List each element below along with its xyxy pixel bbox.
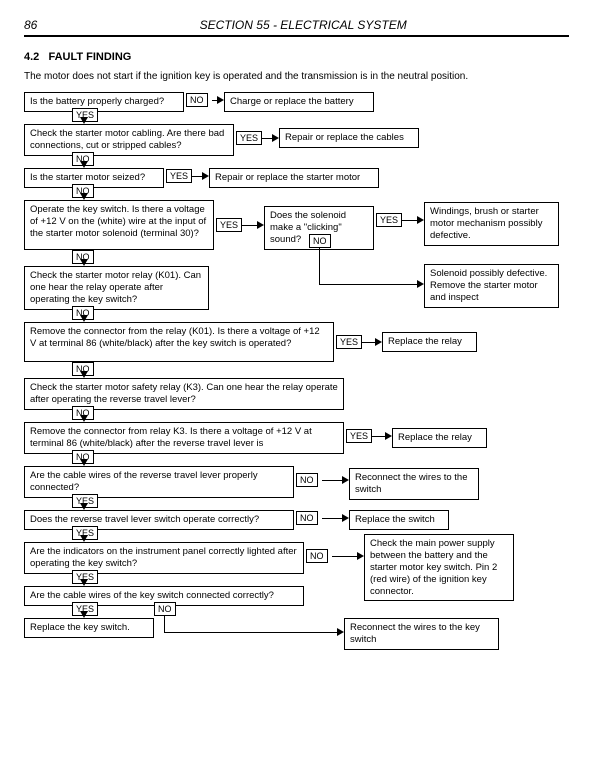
flow-label: YES	[236, 131, 262, 145]
flow-node-a1: Charge or replace the battery	[224, 92, 374, 112]
flow-label: YES	[166, 169, 192, 183]
flow-node-a3: Repair or replace the starter motor	[209, 168, 379, 188]
flow-node-n8: Remove the connector from relay K3. Is t…	[24, 422, 344, 454]
section-title: FAULT FINDING	[48, 51, 131, 63]
section-number: 4.2	[24, 51, 39, 63]
flow-label: YES	[346, 429, 372, 443]
flow-node-a8: Replace the relay	[392, 428, 487, 448]
flow-node-n2: Check the starter motor cabling. Are the…	[24, 124, 234, 156]
flowchart: Is the battery properly charged? Charge o…	[24, 92, 569, 752]
intro-text: The motor does not start if the ignition…	[24, 71, 569, 82]
page-header: 86 SECTION 55 - ELECTRICAL SYSTEM	[24, 18, 569, 37]
flow-node-n6: Remove the connector from the relay (K01…	[24, 322, 334, 362]
flow-node-a4: Windings, brush or starter motor mechani…	[424, 202, 559, 246]
flow-node-n7: Check the starter motor safety relay (K3…	[24, 378, 344, 410]
flow-node-n1: Is the battery properly charged?	[24, 92, 184, 112]
flow-label: YES	[216, 218, 242, 232]
flow-node-a9: Reconnect the wires to the switch	[349, 468, 479, 500]
flow-node-n5: Check the starter motor relay (K01). Can…	[24, 266, 209, 310]
flow-label: NO	[309, 234, 331, 248]
flow-label: NO	[306, 549, 328, 563]
flow-label: NO	[296, 511, 318, 525]
flow-label: YES	[376, 213, 402, 227]
flow-node-a6: Replace the relay	[382, 332, 477, 352]
flow-node-a13: Reconnect the wires to the key switch	[344, 618, 499, 650]
flow-label: YES	[336, 335, 362, 349]
flow-label: NO	[154, 602, 176, 616]
flow-node-n11: Are the indicators on the instrument pan…	[24, 542, 304, 574]
flow-node-n3: Is the starter motor seized?	[24, 168, 164, 188]
section-heading: 4.2 FAULT FINDING	[24, 51, 569, 63]
flow-node-n4: Operate the key switch. Is there a volta…	[24, 200, 214, 250]
flow-node-a5: Solenoid possibly defective. Remove the …	[424, 264, 559, 308]
flow-node-a11: Check the main power supply between the …	[364, 534, 514, 601]
flow-label: NO	[296, 473, 318, 487]
flow-node-a10: Replace the switch	[349, 510, 449, 530]
flow-node-n9: Are the cable wires of the reverse trave…	[24, 466, 294, 498]
flow-node-a2: Repair or replace the cables	[279, 128, 419, 148]
page-number: 86	[24, 18, 37, 32]
flow-node-n13: Replace the key switch.	[24, 618, 154, 638]
header-title: SECTION 55 - ELECTRICAL SYSTEM	[24, 18, 569, 32]
flow-label: NO	[186, 93, 208, 107]
flow-node-n10: Does the reverse travel lever switch ope…	[24, 510, 294, 530]
